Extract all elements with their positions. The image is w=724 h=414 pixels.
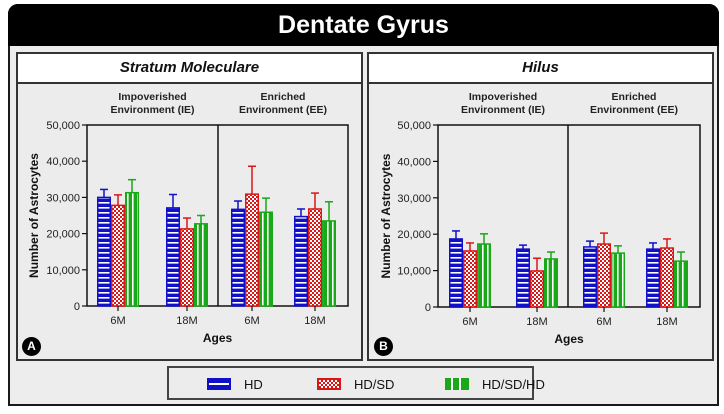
svg-text:Environment (EE): Environment (EE) [590,104,678,116]
panel-a-badge: A [22,337,41,356]
svg-text:Ages: Ages [554,332,584,346]
panel-b-title: Hilus [369,54,712,84]
svg-text:30,000: 30,000 [397,193,431,205]
legend-label-hd-sd: HD/SD [354,376,395,392]
svg-text:Environment (IE): Environment (IE) [110,104,194,116]
svg-text:50,000: 50,000 [46,120,80,132]
svg-text:20,000: 20,000 [397,229,431,241]
panel-a: Stratum Moleculare [16,52,363,361]
legend-label-hd: HD [244,376,263,392]
legend-item-hd-sd: HD/SD [317,376,394,392]
svg-text:18M: 18M [176,315,197,327]
svg-text:Impoverished: Impoverished [118,91,186,103]
svg-text:30,000: 30,000 [46,192,80,204]
panel-a-title: Stratum Moleculare [18,54,361,84]
svg-text:10,000: 10,000 [397,266,431,278]
svg-text:0: 0 [74,301,80,313]
svg-text:18M: 18M [526,316,547,328]
legend-item-hd-sd-hd: HD/SD/HD [445,376,545,392]
svg-text:6M: 6M [596,316,611,328]
svg-text:6M: 6M [462,316,477,328]
svg-text:Number of Astrocytes: Number of Astrocytes [379,153,393,278]
svg-text:6M: 6M [110,315,125,327]
svg-text:18M: 18M [656,316,677,328]
legend-label-hd-sd-hd: HD/SD/HD [482,376,545,392]
svg-text:Impoverished: Impoverished [469,91,537,103]
svg-text:Enriched: Enriched [612,91,657,103]
legend-item-hd: HD [207,376,263,392]
svg-text:Number of Astrocytes: Number of Astrocytes [27,153,41,278]
hd-swatch-icon [207,378,231,390]
panel-b: Hilus [367,52,714,361]
svg-text:10,000: 10,000 [46,265,80,277]
hd-sd-swatch-icon [317,378,341,390]
svg-text:Ages: Ages [203,331,233,345]
svg-text:Environment (EE): Environment (EE) [239,104,327,116]
hd-sd-hd-swatch-icon [445,378,469,390]
svg-text:40,000: 40,000 [46,156,80,168]
svg-text:0: 0 [425,302,431,314]
svg-text:Environment (IE): Environment (IE) [461,104,545,116]
figure-title: Dentate Gyrus [8,4,719,46]
svg-text:6M: 6M [244,315,259,327]
svg-text:18M: 18M [304,315,325,327]
svg-text:40,000: 40,000 [397,156,431,168]
svg-text:Enriched: Enriched [261,91,306,103]
svg-text:50,000: 50,000 [397,120,431,132]
svg-text:20,000: 20,000 [46,229,80,241]
panel-b-badge: B [374,337,393,356]
legend: HD HD/SD HD/SD/HD [167,366,545,400]
